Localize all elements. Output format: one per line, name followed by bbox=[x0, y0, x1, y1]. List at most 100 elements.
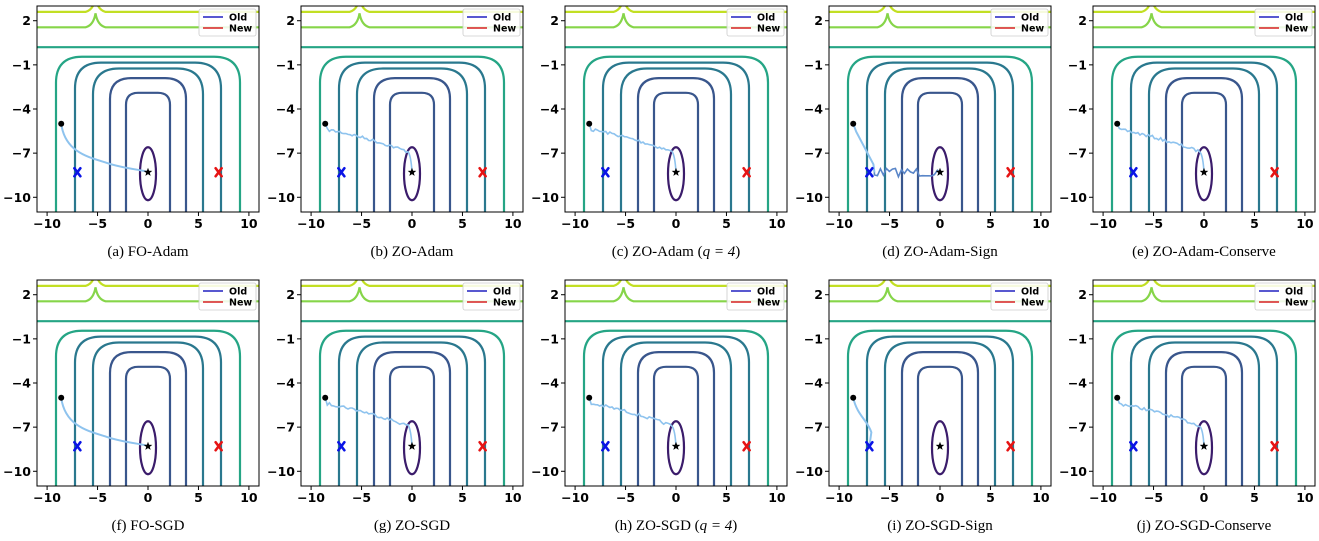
y-tick-label: −4 bbox=[540, 376, 559, 391]
old-marker bbox=[73, 166, 82, 178]
start-marker bbox=[58, 394, 65, 401]
caption-h: (h) ZO-SGD (q = 4) bbox=[614, 518, 738, 534]
old-marker bbox=[337, 440, 346, 452]
legend-box bbox=[1254, 8, 1313, 37]
caption-b: (b) ZO-Adam bbox=[370, 244, 454, 260]
y-tick-label: −10 bbox=[795, 464, 823, 479]
contour-line bbox=[652, 365, 700, 486]
x-tick-label: 0 bbox=[1200, 216, 1209, 231]
trajectory bbox=[852, 397, 873, 447]
optimum-star bbox=[143, 441, 153, 450]
contour-ellipse bbox=[138, 420, 158, 476]
y-tick-label: −1 bbox=[1068, 57, 1087, 72]
x-tick-label: 10 bbox=[768, 490, 786, 505]
contour-line bbox=[54, 329, 242, 486]
contour-line bbox=[301, 280, 523, 287]
contour-line bbox=[1110, 329, 1298, 486]
legend-label-new: New bbox=[757, 298, 780, 309]
x-tick-label: 0 bbox=[144, 216, 153, 231]
old-marker bbox=[601, 166, 610, 178]
trajectory bbox=[588, 397, 677, 447]
x-tick-label: 10 bbox=[768, 216, 786, 231]
y-tick-label: 2 bbox=[814, 287, 823, 302]
x-tick-label: −5 bbox=[880, 216, 899, 231]
contour-line bbox=[565, 6, 787, 13]
plot-area bbox=[301, 6, 523, 212]
x-tick-label: 10 bbox=[1296, 216, 1314, 231]
contour-ellipse bbox=[666, 146, 686, 202]
start-marker bbox=[586, 394, 593, 401]
trajectory-oscillation bbox=[873, 166, 941, 179]
contour-line bbox=[318, 329, 506, 486]
caption-j: (j) ZO-SGD-Conserve bbox=[1136, 518, 1272, 534]
optimum-star bbox=[935, 167, 945, 176]
old-marker bbox=[337, 166, 346, 178]
plot-area bbox=[301, 280, 523, 486]
legend-box bbox=[462, 282, 521, 311]
x-tick-label: −10 bbox=[33, 216, 61, 231]
y-tick-label: −10 bbox=[531, 464, 559, 479]
x-tick-label: 0 bbox=[936, 216, 945, 231]
x-tick-label: −10 bbox=[825, 216, 853, 231]
y-tick-label: 2 bbox=[1078, 13, 1087, 28]
contour-line bbox=[582, 329, 770, 486]
x-tick-label: −10 bbox=[1089, 490, 1117, 505]
x-tick-label: 5 bbox=[458, 490, 467, 505]
contour-line bbox=[1180, 365, 1228, 486]
start-marker bbox=[1114, 394, 1121, 401]
contour-line bbox=[1129, 335, 1279, 486]
legend-label-old: Old bbox=[229, 13, 247, 24]
contour-line bbox=[1129, 61, 1279, 212]
y-tick-label: −1 bbox=[12, 57, 31, 72]
contour-line bbox=[619, 67, 733, 212]
legend-box bbox=[990, 8, 1049, 37]
axes-frame bbox=[1092, 279, 1316, 487]
legend-label-new: New bbox=[1021, 24, 1044, 35]
y-tick-label: −1 bbox=[276, 331, 295, 346]
axes-frame bbox=[1092, 5, 1316, 213]
contour-line bbox=[1180, 91, 1228, 212]
new-marker bbox=[1006, 440, 1015, 452]
contour-line bbox=[636, 351, 716, 486]
legend-label-old: Old bbox=[757, 13, 775, 24]
x-tick-label: 10 bbox=[240, 490, 258, 505]
contour-ellipse bbox=[402, 420, 422, 476]
y-tick-label: −10 bbox=[1059, 464, 1087, 479]
caption-d: (d) ZO-Adam-Sign bbox=[882, 244, 998, 260]
legend-box bbox=[726, 8, 785, 37]
y-tick-label: −7 bbox=[1068, 146, 1087, 161]
contour-line bbox=[565, 13, 787, 29]
trajectory bbox=[588, 123, 677, 173]
contour-line bbox=[900, 77, 980, 212]
new-marker bbox=[214, 440, 223, 452]
legend-label-new: New bbox=[757, 24, 780, 35]
new-marker bbox=[214, 166, 223, 178]
y-tick-label: 2 bbox=[814, 13, 823, 28]
legend-label-new: New bbox=[1285, 24, 1308, 35]
contour-line bbox=[601, 335, 751, 486]
optimum-star bbox=[671, 441, 681, 450]
contour-line bbox=[1093, 13, 1315, 29]
x-tick-label: −5 bbox=[880, 490, 899, 505]
y-tick-label: 2 bbox=[550, 13, 559, 28]
contour-line bbox=[91, 341, 205, 486]
x-tick-label: −10 bbox=[33, 490, 61, 505]
x-tick-label: 10 bbox=[1032, 216, 1050, 231]
axes-frame bbox=[564, 279, 788, 487]
contour-line bbox=[37, 6, 259, 13]
contour-line bbox=[565, 280, 787, 287]
contour-line bbox=[337, 335, 487, 486]
contour-line bbox=[73, 335, 223, 486]
contour-line bbox=[301, 13, 523, 29]
contour-ellipse bbox=[930, 146, 950, 202]
y-tick-label: −4 bbox=[540, 102, 559, 117]
axes-frame bbox=[828, 279, 1052, 487]
new-marker bbox=[742, 440, 751, 452]
legend-label-old: Old bbox=[1021, 287, 1039, 298]
legend-label-new: New bbox=[229, 298, 252, 309]
